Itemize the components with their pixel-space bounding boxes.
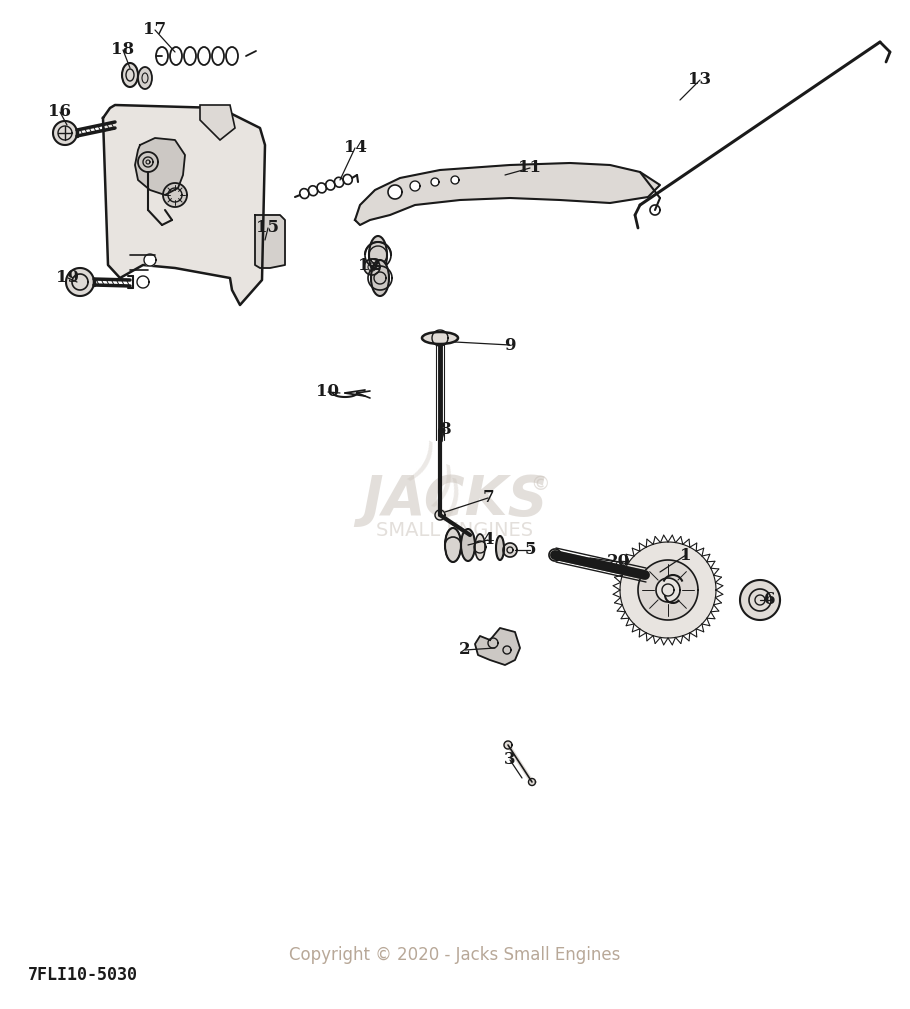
Text: 7: 7 [482, 489, 494, 507]
Polygon shape [740, 580, 780, 620]
Polygon shape [451, 176, 459, 184]
Text: 9: 9 [504, 336, 516, 353]
Text: 19: 19 [56, 269, 79, 287]
Text: 16: 16 [48, 104, 72, 120]
Text: 2: 2 [460, 642, 470, 659]
Polygon shape [529, 779, 535, 785]
Polygon shape [255, 215, 285, 268]
Polygon shape [549, 549, 561, 561]
Polygon shape [364, 259, 380, 275]
Text: 4: 4 [482, 532, 494, 549]
Ellipse shape [369, 236, 387, 274]
Text: 8: 8 [440, 422, 450, 439]
Ellipse shape [461, 529, 475, 561]
Polygon shape [66, 268, 94, 296]
Text: 7FLI10-5030: 7FLI10-5030 [28, 966, 138, 984]
Polygon shape [138, 152, 158, 172]
Text: 3: 3 [504, 752, 516, 769]
Text: Copyright © 2020 - Jacks Small Engines: Copyright © 2020 - Jacks Small Engines [289, 946, 621, 964]
Polygon shape [137, 276, 149, 288]
Polygon shape [504, 741, 512, 749]
Text: 17: 17 [144, 21, 167, 38]
Polygon shape [656, 578, 680, 602]
Ellipse shape [475, 534, 485, 560]
Polygon shape [503, 543, 517, 557]
Polygon shape [163, 183, 187, 207]
Polygon shape [200, 105, 235, 140]
Polygon shape [475, 628, 520, 665]
Polygon shape [650, 205, 660, 215]
Text: ©: © [530, 475, 550, 494]
Polygon shape [103, 105, 265, 305]
Text: 12: 12 [359, 256, 381, 273]
Text: SMALL ENGINES: SMALL ENGINES [377, 521, 533, 540]
Polygon shape [355, 163, 660, 225]
Text: 6: 6 [764, 591, 775, 608]
Polygon shape [53, 121, 77, 145]
Text: 5: 5 [524, 542, 536, 559]
Text: ): ) [435, 476, 466, 528]
Text: JACKS: JACKS [362, 473, 548, 527]
Polygon shape [388, 185, 402, 199]
Text: 13: 13 [689, 72, 712, 89]
Ellipse shape [138, 67, 152, 89]
Text: 15: 15 [257, 220, 279, 236]
Text: 11: 11 [519, 159, 541, 177]
Text: 10: 10 [317, 383, 339, 401]
Polygon shape [135, 138, 185, 195]
Text: 18: 18 [111, 41, 135, 59]
Ellipse shape [496, 536, 504, 560]
Ellipse shape [445, 528, 461, 562]
Text: ): ) [425, 463, 460, 515]
Text: 20: 20 [606, 554, 630, 570]
Polygon shape [638, 560, 698, 620]
Text: ): ) [400, 439, 440, 490]
Ellipse shape [422, 332, 458, 344]
Polygon shape [431, 178, 439, 186]
Polygon shape [435, 510, 445, 520]
Text: 1: 1 [681, 547, 692, 563]
Polygon shape [620, 542, 716, 638]
Ellipse shape [371, 260, 389, 296]
Polygon shape [144, 254, 156, 266]
Text: 14: 14 [343, 139, 367, 156]
Polygon shape [410, 181, 420, 191]
Ellipse shape [122, 63, 138, 87]
